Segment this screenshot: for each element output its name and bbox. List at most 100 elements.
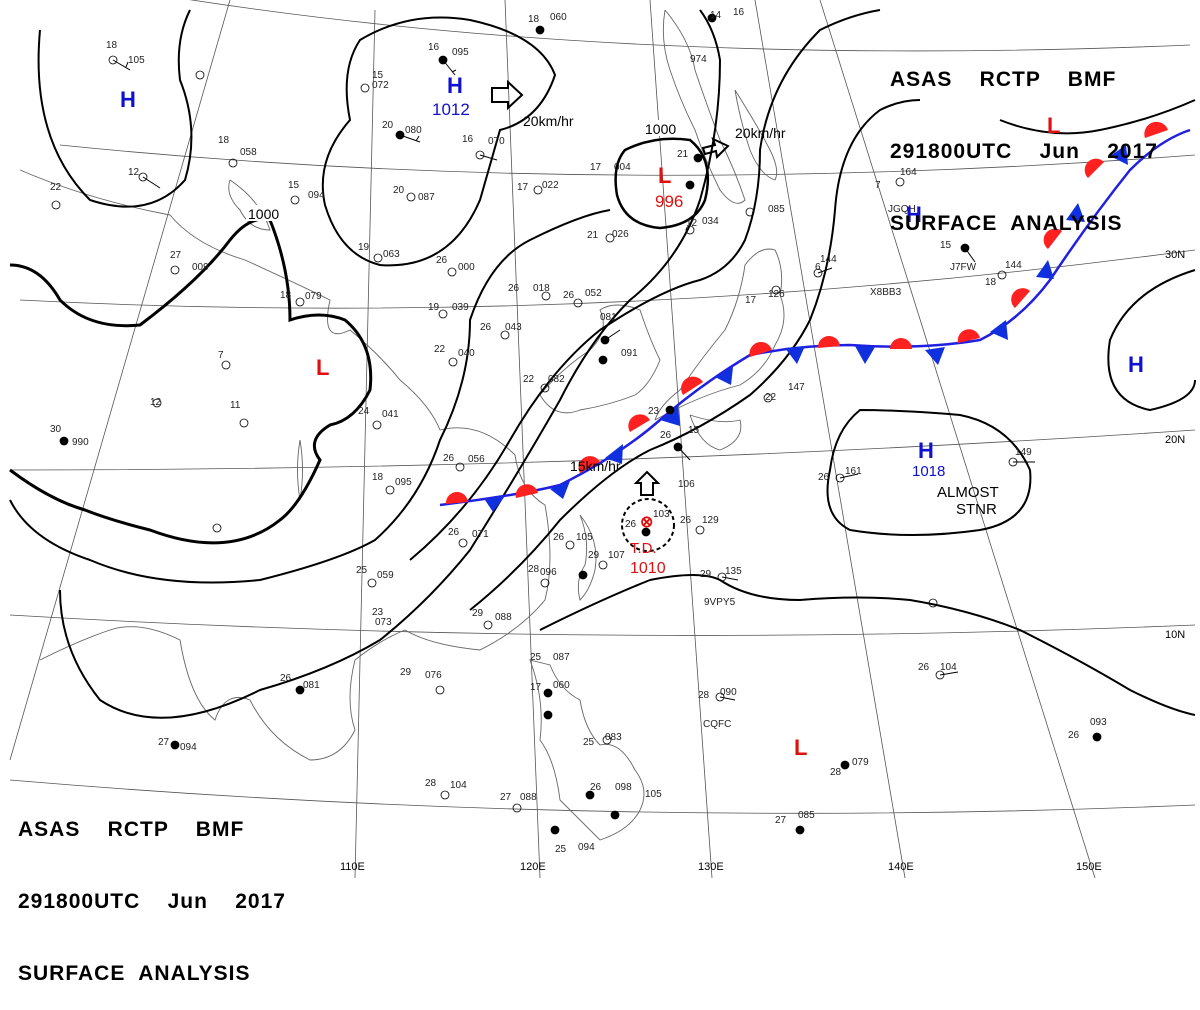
motion-arrow-td: [633, 470, 661, 496]
station-value: 15: [372, 70, 384, 81]
low-center-china: L: [316, 355, 329, 380]
lon-label-120e: 120E: [520, 861, 546, 873]
station-value: 079: [852, 757, 869, 768]
station-code: JGQH: [888, 204, 916, 215]
tropical-depression: ⊗ T.D. 1010: [630, 514, 666, 577]
lon-label-130e: 130E: [698, 861, 724, 873]
station-value: 041: [382, 409, 399, 420]
station-value: 105: [645, 789, 662, 800]
station-value: 144: [820, 254, 837, 265]
station-value: 26: [553, 532, 565, 543]
station-value: 26: [436, 255, 448, 266]
station-value: 040: [458, 348, 475, 359]
station-value: 26: [818, 472, 830, 483]
station-value: 28: [698, 690, 710, 701]
station-value: 081: [303, 680, 320, 691]
header-top-line3: SURFACE ANALYSIS: [890, 212, 1123, 235]
isobar-label: 1000: [248, 206, 279, 222]
station-value: 26: [480, 322, 492, 333]
low-pressure-value: 996: [655, 192, 683, 211]
station-value: 28: [425, 778, 437, 789]
station-value: 094: [578, 842, 595, 853]
station-value: 135: [725, 566, 742, 577]
station-value: 009: [192, 262, 209, 273]
station-value: 126: [768, 289, 785, 300]
station-value: 15: [288, 180, 300, 191]
station-value: 106: [678, 479, 695, 490]
lon-label-110e: 110E: [340, 861, 365, 873]
station-value: 059: [377, 570, 394, 581]
td-circle: [621, 498, 675, 552]
station-value: 071: [472, 529, 489, 540]
station-value: 022: [542, 180, 559, 191]
station-value: 060: [553, 680, 570, 691]
station-value: 095: [395, 477, 412, 488]
surface-analysis-map: 18 105 15 072 16 095 20 080 18 058 16 07…: [9, 0, 1196, 878]
station-value: 15: [688, 425, 700, 436]
isobar-label: 1000: [645, 121, 676, 137]
station-value: 23: [648, 406, 660, 417]
station-value: 16: [462, 134, 474, 145]
station-value: 26: [443, 453, 455, 464]
high-pressure-value: 1012: [432, 100, 470, 119]
station-value: 093: [1090, 717, 1107, 728]
pressure-systems: H H 1012 L 996 L L H H H 1018 L: [120, 73, 1144, 760]
station-value: 12: [128, 167, 140, 178]
stationary-note-line2: STNR: [956, 501, 997, 518]
station-value: 6: [815, 262, 821, 273]
low-center-north: L: [658, 163, 671, 188]
motion-label-low: 20km/hr: [735, 125, 786, 141]
latitude-lines: [9, 0, 1196, 814]
station-value: 18: [218, 135, 230, 146]
station-value: 105: [128, 55, 145, 66]
station-value: 29: [400, 667, 412, 678]
header-top-line1: ASAS RCTP BMF: [890, 68, 1117, 91]
station-value: 081: [600, 312, 617, 323]
station-value: 26: [918, 662, 930, 673]
station-value: 22: [434, 344, 446, 355]
motion-label-high: 20km/hr: [523, 113, 574, 129]
station-value: 18: [280, 290, 292, 301]
station-value: 22: [50, 182, 62, 193]
high-center-pacific: H: [918, 438, 934, 463]
station-value: 034: [702, 216, 719, 227]
station-value: 26: [563, 290, 575, 301]
grid-labels: 30N 20N 10N 110E 120E 130E 140E 150E: [340, 249, 1185, 873]
station-value: 144: [1005, 260, 1022, 271]
station-value: 17: [745, 295, 757, 306]
station-value: 129: [702, 515, 719, 526]
station-value: 095: [452, 47, 469, 58]
high-center-far-east: H: [1128, 352, 1144, 377]
station-value: 29: [700, 569, 712, 580]
station-value: 30: [50, 424, 62, 435]
station-value: 105: [576, 532, 593, 543]
station-value: 147: [788, 382, 805, 393]
motion-label-front: 15km/hr: [570, 458, 621, 474]
td-pressure: 1010: [630, 560, 666, 577]
station-value: 12: [150, 397, 162, 408]
station-value: 107: [608, 550, 625, 561]
station-value: 085: [768, 204, 785, 215]
station-value: 000: [458, 262, 475, 273]
station-value: 161: [845, 466, 862, 477]
lat-label-20n: 20N: [1165, 434, 1185, 446]
station-value: 083: [605, 732, 622, 743]
station-value: 104: [940, 662, 957, 673]
station-value: 094: [308, 190, 325, 201]
station-value: 103: [653, 509, 670, 520]
motion-arrow-low-996: [701, 137, 730, 160]
station-value: 23: [372, 607, 384, 618]
station-code: 9VPY5: [704, 597, 736, 608]
station-value: 20: [382, 120, 394, 131]
station-value: 052: [585, 288, 602, 299]
low-center-south: L: [794, 735, 807, 760]
high-pressure-value-pacific: 1018: [912, 463, 945, 480]
station-value: 990: [72, 437, 89, 448]
station-code: J7FW: [950, 262, 977, 273]
station-value: 27: [500, 792, 512, 803]
station-value: 073: [375, 617, 392, 628]
station-value: 16: [733, 7, 745, 18]
motion-arrows: [491, 79, 730, 496]
station-value: 18: [372, 472, 384, 483]
header-bottom-line2: 291800UTC Jun 2017: [18, 890, 286, 913]
